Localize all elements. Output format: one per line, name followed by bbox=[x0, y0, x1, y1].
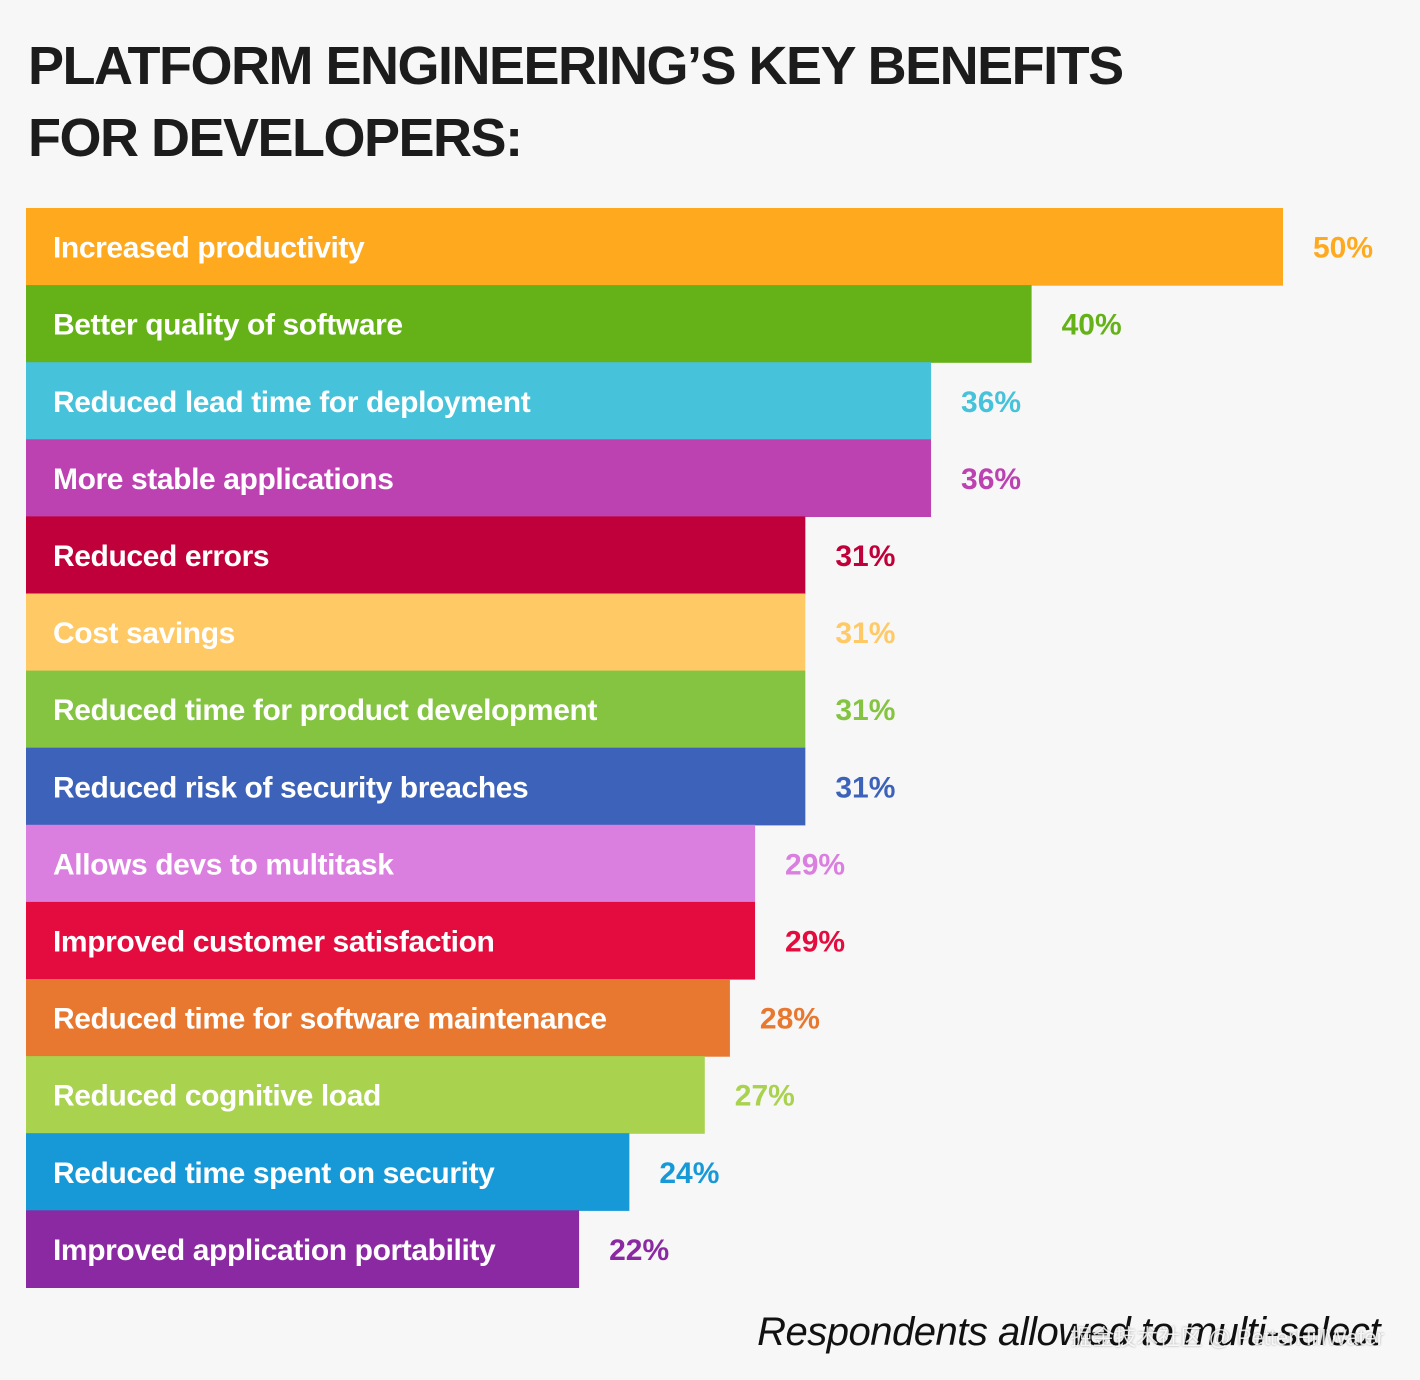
bar-label-allows-devs-to-multitask: Allows devs to multitask bbox=[53, 848, 394, 881]
bar-label-reduced-lead-time-for-deployment: Reduced lead time for deployment bbox=[53, 386, 531, 419]
bar-label-reduced-cognitive-load: Reduced cognitive load bbox=[53, 1080, 381, 1113]
value-label-improved-customer-satisfaction: 29% bbox=[785, 925, 845, 958]
value-label-reduced-errors: 31% bbox=[835, 540, 895, 573]
bar-reduced-errors bbox=[26, 516, 806, 595]
bar-reduced-time-for-product-development bbox=[26, 670, 806, 749]
bar-label-reduced-risk-of-security-breaches: Reduced risk of security breaches bbox=[53, 771, 528, 804]
bar-reduced-risk-of-security-breaches bbox=[26, 747, 806, 826]
chart-title: PLATFORM ENGINEERING’S KEY BENEFITS FOR … bbox=[28, 36, 1124, 168]
bar-label-reduced-errors: Reduced errors bbox=[53, 540, 269, 573]
value-label-cost-savings: 31% bbox=[835, 617, 895, 650]
bar-better-quality-of-software bbox=[26, 285, 1032, 363]
value-label-better-quality-of-software: 40% bbox=[1062, 309, 1122, 342]
bar-improved-customer-satisfaction bbox=[26, 901, 756, 980]
value-label-improved-application-portability: 22% bbox=[609, 1234, 669, 1267]
bar-more-stable-applications bbox=[26, 439, 932, 517]
value-label-increased-productivity: 50% bbox=[1313, 232, 1373, 265]
value-label-reduced-risk-of-security-breaches: 31% bbox=[835, 771, 895, 804]
value-label-reduced-time-for-product-development: 31% bbox=[835, 694, 895, 727]
value-label-reduced-cognitive-load: 27% bbox=[735, 1080, 795, 1113]
value-label-reduced-time-spent-on-security: 24% bbox=[659, 1157, 719, 1190]
bar-increased-productivity bbox=[26, 208, 1283, 286]
bar-reduced-time-for-software-maintenance bbox=[26, 979, 730, 1057]
value-label-reduced-lead-time-for-deployment: 36% bbox=[961, 386, 1021, 419]
bar-allows-devs-to-multitask bbox=[26, 824, 756, 903]
bar-reduced-cognitive-load bbox=[26, 1056, 705, 1134]
bar-label-cost-savings: Cost savings bbox=[53, 617, 235, 650]
bar-label-improved-customer-satisfaction: Improved customer satisfaction bbox=[53, 925, 494, 958]
value-label-reduced-time-for-software-maintenance: 28% bbox=[760, 1003, 820, 1036]
bar-reduced-time-spent-on-security bbox=[26, 1133, 630, 1211]
value-label-more-stable-applications: 36% bbox=[961, 463, 1021, 496]
bar-reduced-lead-time-for-deployment bbox=[26, 362, 932, 440]
bar-label-reduced-time-for-product-development: Reduced time for product development bbox=[53, 694, 597, 727]
value-label-allows-devs-to-multitask: 29% bbox=[785, 848, 845, 881]
bar-cost-savings bbox=[26, 593, 806, 672]
watermark: 掘金技术社区 @ PetterHillWater bbox=[1070, 1325, 1384, 1350]
bar-label-reduced-time-spent-on-security: Reduced time spent on security bbox=[53, 1157, 495, 1190]
bar-label-reduced-time-for-software-maintenance: Reduced time for software maintenance bbox=[53, 1003, 607, 1036]
bar-label-more-stable-applications: More stable applications bbox=[53, 463, 393, 496]
bar-label-better-quality-of-software: Better quality of software bbox=[53, 309, 403, 342]
bar-improved-application-portability bbox=[26, 1210, 580, 1288]
bar-label-improved-application-portability: Improved application portability bbox=[53, 1234, 496, 1267]
bar-label-increased-productivity: Increased productivity bbox=[53, 232, 365, 265]
footnote: Respondents allowed to multi-select bbox=[757, 1310, 1380, 1354]
